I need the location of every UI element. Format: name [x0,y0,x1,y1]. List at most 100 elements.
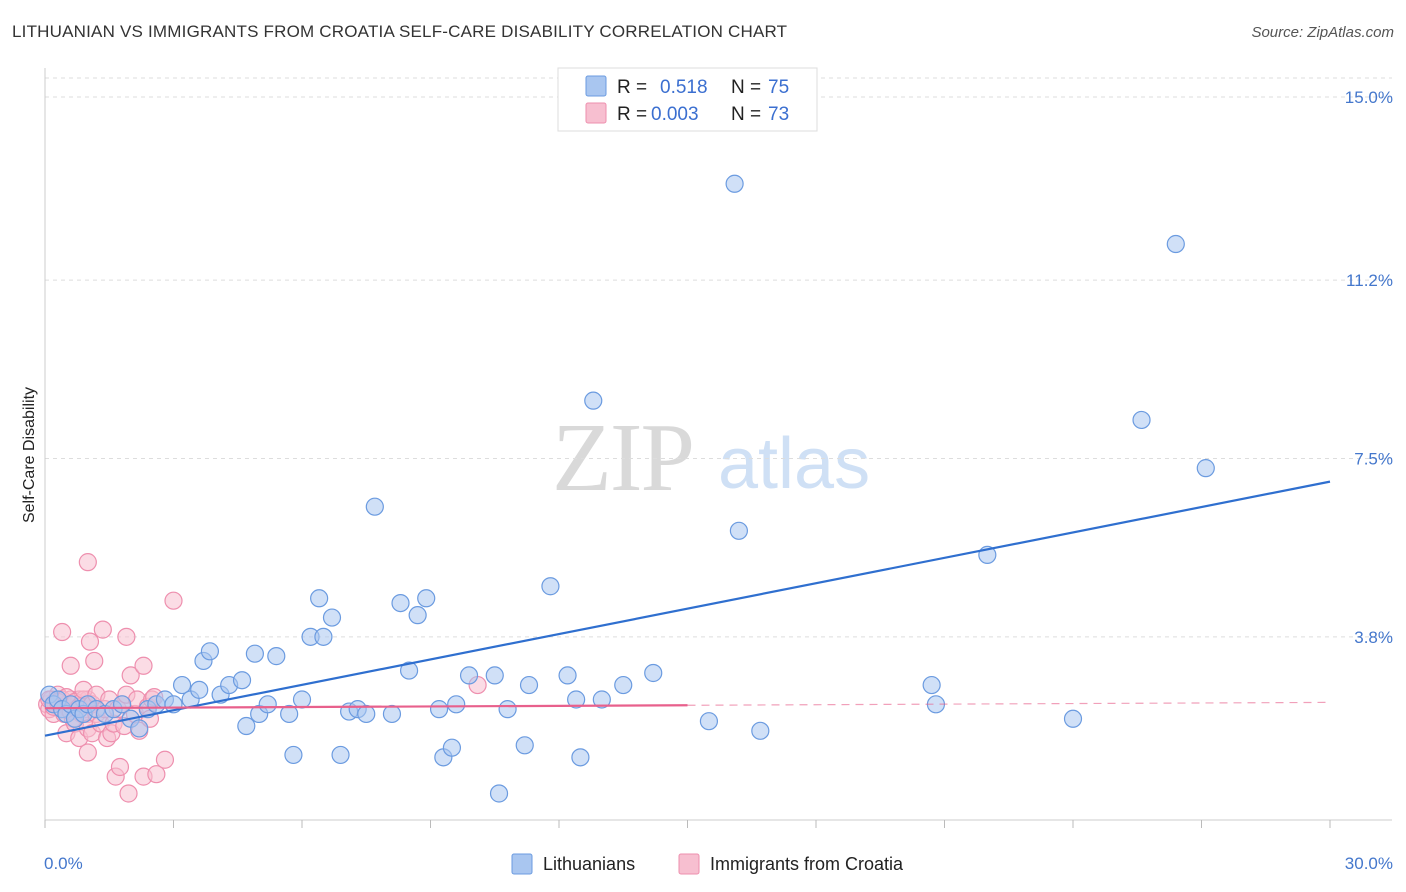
y-tick-label: 15.0% [1345,88,1393,107]
data-point [567,690,586,709]
legend-n-label-1: N = [731,77,761,98]
data-point [447,695,466,714]
data-point [130,719,149,738]
data-point [1196,459,1215,478]
bottom-legend-label-lithuanians: Lithuanians [543,854,635,874]
data-point [541,577,560,596]
data-point [78,553,97,572]
data-point [699,712,719,731]
source-credit: Source: ZipAtlas.com [1251,24,1394,41]
data-point [258,695,277,714]
data-point [53,622,72,642]
data-point [584,391,603,410]
data-point [155,750,175,769]
trend-lines [44,480,1331,737]
data-point [644,663,663,683]
data-point [93,620,112,639]
data-point [498,700,517,719]
trend-line-croatia [44,704,688,710]
data-point [459,666,479,685]
trend-line-lithuanians [44,480,1331,737]
gridlines [45,77,1392,638]
data-point [391,593,410,613]
data-point [280,704,299,724]
data-point [442,738,462,757]
data-point [571,748,590,767]
data-point [200,642,220,661]
y-axis-label: Self-Care Disability [21,387,38,523]
data-point [322,608,342,627]
data-point [110,757,130,777]
data-point [382,704,402,724]
data-point [232,671,252,690]
data-point [314,627,333,646]
data-point [331,745,350,765]
data-point [515,736,534,755]
data-point [417,589,436,608]
legend-r-value-1: 0.518 [660,77,708,98]
y-tick-labels: 3.8% 7.5% 11.2% 15.0% [1345,88,1393,647]
watermark-atlas: atlas [718,424,870,504]
data-point [399,661,419,680]
data-point [1132,410,1151,430]
data-point [725,174,744,193]
data-point [147,765,166,784]
data-point [292,690,312,709]
data-point [190,680,209,699]
bottom-legend-swatch-lithuanians [511,853,533,875]
data-point [614,675,633,695]
data-point [237,716,256,736]
legend-n-label-2: N = [731,104,761,125]
data-point [117,627,136,646]
legend: R = 0.518 N = 75 R = 0.003 N = 73 [557,67,818,132]
data-point [61,656,80,675]
data-point [408,606,427,625]
data-point [592,690,611,709]
x-tick-label-min: 0.0% [44,854,83,873]
data-point [751,721,770,740]
data-point [164,591,183,610]
legend-n-value-2: 73 [768,104,789,125]
data-point [489,784,509,803]
data-point [365,497,384,516]
data-point [922,675,941,695]
data-point [1063,709,1083,728]
data-point [119,784,138,803]
x-axis-ticks [44,820,1331,828]
legend-r-value-2: 0.003 [651,104,699,125]
bottom-legend: Lithuanians Immigrants from Croatia [511,853,904,875]
series-lithuanians-points [40,174,1215,803]
data-point [78,743,97,762]
data-point [310,589,329,608]
bottom-legend-label-croatia: Immigrants from Croatia [710,854,904,874]
data-point [134,656,153,675]
legend-swatch-lithuanians [585,75,607,97]
data-point [245,644,264,663]
data-point [1166,234,1185,254]
data-point [121,666,140,685]
data-point [85,651,104,671]
series-croatia-points [38,553,487,803]
data-point [429,700,449,719]
y-tick-label: 3.8% [1354,628,1393,647]
legend-r-label-1: R = [617,77,647,98]
trend-line-croatia-extension [687,701,1331,706]
bottom-legend-swatch-croatia [678,853,700,875]
data-point [729,521,749,540]
chart-title: LITHUANIAN VS IMMIGRANTS FROM CROATIA SE… [12,22,788,41]
y-tick-label: 7.5% [1354,450,1393,469]
data-point [172,675,192,695]
data-point [485,666,504,685]
data-point [558,666,577,685]
data-point [357,704,376,724]
data-point [284,745,303,765]
legend-swatch-croatia [585,102,607,124]
legend-r-label-2: R = [617,104,647,125]
data-point [519,675,539,695]
y-tick-label: 11.2% [1346,271,1393,290]
data-point [80,632,100,651]
legend-n-value-1: 75 [768,77,789,98]
x-tick-label-max: 30.0% [1345,854,1393,873]
data-point [267,647,286,666]
